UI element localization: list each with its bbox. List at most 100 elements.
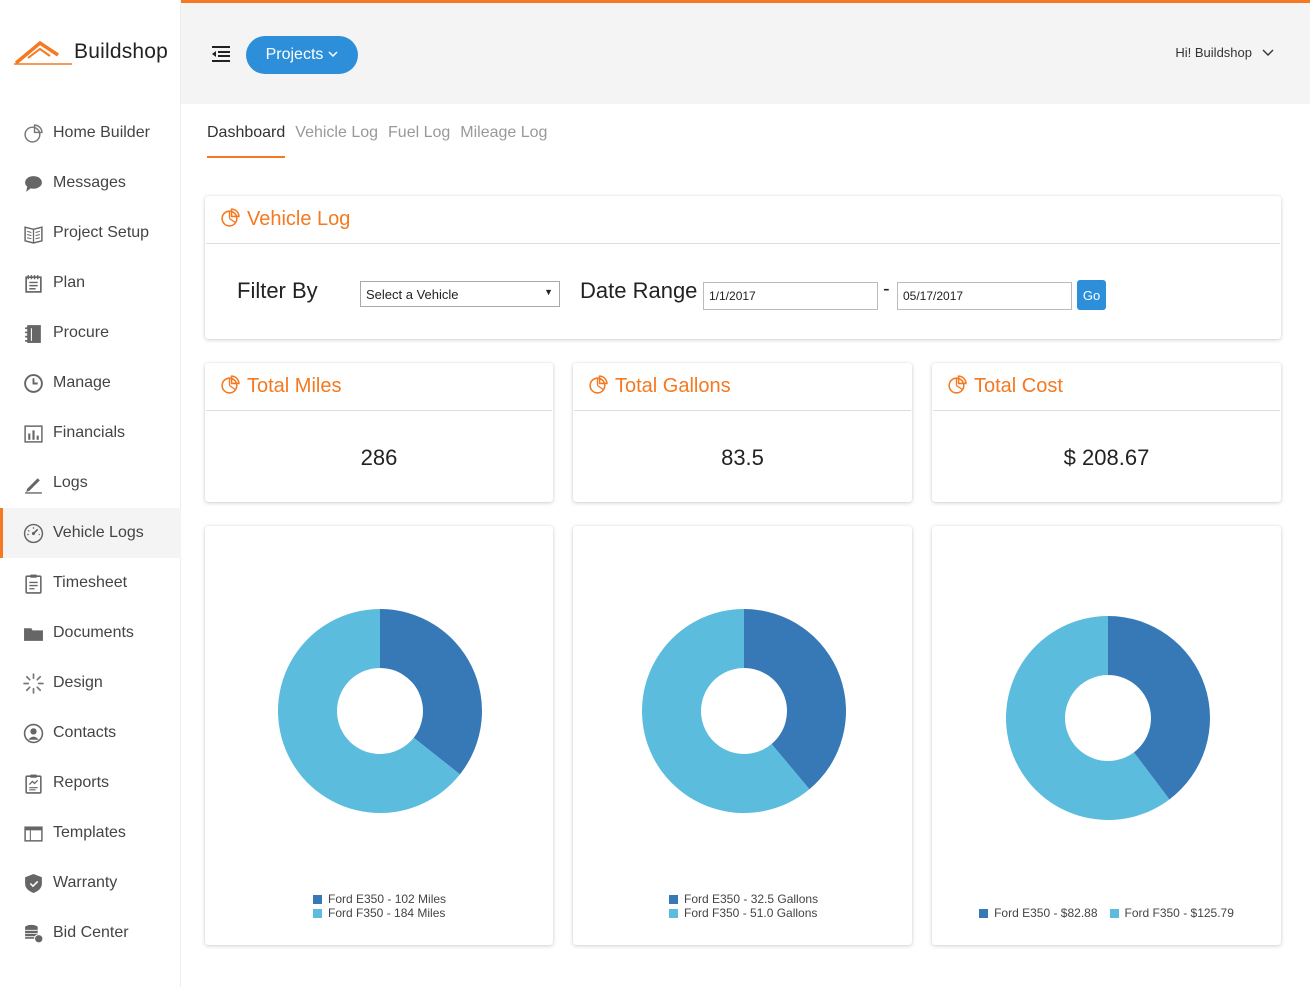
sidebar-item-label: Manage bbox=[53, 374, 111, 391]
user-menu[interactable]: Hi! Buildshop bbox=[1175, 45, 1274, 60]
legend-item: Ford E350 - 32.5 Gallons bbox=[669, 892, 912, 906]
sidebar-item-procure[interactable]: Procure bbox=[0, 308, 181, 358]
projects-dropdown-button[interactable]: Projects bbox=[246, 36, 358, 74]
miles-donut-chart bbox=[278, 609, 482, 813]
chat-bubble-icon bbox=[22, 172, 44, 194]
window-icon bbox=[22, 822, 44, 844]
legend-label: Ford F350 - 184 Miles bbox=[328, 906, 446, 920]
legend-item: Ford E350 - 102 Miles bbox=[313, 892, 553, 906]
sidebar-item-messages[interactable]: Messages bbox=[0, 158, 181, 208]
legend-item: Ford F350 - $125.79 bbox=[1109, 906, 1234, 920]
sidebar-item-logs[interactable]: Logs bbox=[0, 458, 181, 508]
caret-down-icon: ▼ bbox=[544, 287, 553, 297]
go-button[interactable]: Go bbox=[1077, 280, 1106, 310]
chart-legend: Ford E350 - $82.88 Ford F350 - $125.79 bbox=[932, 906, 1281, 920]
house-roof-logo-icon bbox=[14, 38, 72, 66]
sidebar-item-templates[interactable]: Templates bbox=[0, 808, 181, 858]
clock-icon bbox=[22, 372, 44, 394]
coins-icon bbox=[22, 922, 44, 944]
top-bar: Projects Hi! Buildshop bbox=[181, 0, 1310, 104]
date-range-label: Date Range bbox=[580, 278, 698, 303]
menu-toggle-icon[interactable] bbox=[210, 45, 232, 63]
sidebar-item-documents[interactable]: Documents bbox=[0, 608, 181, 658]
report-icon bbox=[22, 772, 44, 794]
legend-item: Ford E350 - $82.88 bbox=[979, 906, 1098, 920]
book-icon bbox=[22, 222, 44, 244]
brand[interactable]: Buildshop bbox=[14, 36, 168, 68]
folder-icon bbox=[22, 622, 44, 644]
sidebar-item-warranty[interactable]: Warranty bbox=[0, 858, 181, 908]
card-title: Total Cost bbox=[974, 375, 1063, 397]
card-header: Vehicle Log bbox=[206, 196, 1280, 244]
chevron-down-icon bbox=[328, 49, 338, 61]
cost-chart-card: Ford E350 - $82.88 Ford F350 - $125.79 bbox=[932, 526, 1281, 945]
sidebar-item-bid-center[interactable]: Bid Center bbox=[0, 908, 181, 958]
tab-dashboard[interactable]: Dashboard bbox=[207, 124, 286, 158]
sidebar-item-label: Vehicle Logs bbox=[53, 524, 144, 541]
filter-row: Filter By Select a Vehicle ▼ Date Range … bbox=[205, 278, 1281, 310]
chart-legend: Ford E350 - 32.5 Gallons Ford F350 - 51.… bbox=[573, 892, 912, 920]
sidebar-item-label: Financials bbox=[53, 424, 126, 441]
card-title: Total Miles bbox=[247, 375, 342, 397]
user-circle-icon bbox=[22, 722, 44, 744]
notebook-icon bbox=[22, 322, 44, 344]
vehicle-select-value: Select a Vehicle bbox=[366, 286, 459, 302]
legend-item: Ford F350 - 184 Miles bbox=[313, 906, 553, 920]
legend-item: Ford F350 - 51.0 Gallons bbox=[669, 906, 912, 920]
pie-chart-icon bbox=[22, 122, 44, 144]
sidebar-item-timesheet[interactable]: Timesheet bbox=[0, 558, 181, 608]
tab-vehicle-log[interactable]: Vehicle Log bbox=[295, 124, 379, 141]
sidebar-item-label: Plan bbox=[53, 274, 86, 291]
card-title: Vehicle Log bbox=[247, 208, 351, 230]
sidebar-item-financials[interactable]: Financials bbox=[0, 408, 181, 458]
sidebar-item-design[interactable]: Design bbox=[0, 658, 181, 708]
donut-slice-2[interactable] bbox=[278, 609, 460, 813]
total-cost-card: Total Cost $ 208.67 bbox=[932, 363, 1281, 502]
tab-mileage-log[interactable]: Mileage Log bbox=[460, 124, 548, 141]
sidebar-item-manage[interactable]: Manage bbox=[0, 358, 181, 408]
tab-bar: Dashboard Vehicle Log Fuel Log Mileage L… bbox=[207, 124, 557, 160]
donut-slice-2[interactable] bbox=[642, 609, 810, 813]
donut-slice-2[interactable] bbox=[1006, 616, 1170, 820]
donut-slice-1[interactable] bbox=[1108, 616, 1210, 800]
legend-label: Ford E350 - 102 Miles bbox=[328, 892, 447, 906]
sidebar-item-label: Procure bbox=[53, 324, 110, 341]
total-miles-value: 286 bbox=[360, 445, 398, 470]
legend-swatch bbox=[1109, 908, 1119, 918]
card-header: Total Gallons bbox=[574, 363, 911, 411]
sidebar-item-project-setup[interactable]: Project Setup bbox=[0, 208, 181, 258]
sidebar-item-vehicle-logs[interactable]: Vehicle Logs bbox=[0, 508, 181, 558]
total-gallons-value: 83.5 bbox=[721, 445, 764, 470]
clipboard-icon bbox=[22, 572, 44, 594]
tab-fuel-log[interactable]: Fuel Log bbox=[388, 124, 451, 141]
sidebar-item-plan[interactable]: Plan bbox=[0, 258, 181, 308]
user-greeting: Hi! Buildshop bbox=[1175, 45, 1252, 60]
donut-slice-1[interactable] bbox=[744, 609, 846, 790]
sidebar-item-label: Project Setup bbox=[53, 224, 150, 241]
legend-swatch bbox=[669, 894, 678, 904]
sidebar-item-label: Messages bbox=[53, 174, 126, 191]
sidebar-item-label: Warranty bbox=[53, 874, 118, 891]
date-separator: - bbox=[883, 278, 890, 300]
date-from-input[interactable] bbox=[703, 282, 878, 310]
sidebar-item-label: Logs bbox=[53, 474, 88, 491]
sidebar-item-reports[interactable]: Reports bbox=[0, 758, 181, 808]
projects-label: Projects bbox=[265, 46, 324, 63]
sidebar-nav: Home Builder Messages Project Setup Plan bbox=[0, 108, 181, 958]
pie-chart-icon bbox=[947, 374, 968, 400]
total-gallons-card: Total Gallons 83.5 bbox=[573, 363, 912, 502]
sidebar-item-label: Reports bbox=[53, 774, 110, 791]
date-to-input[interactable] bbox=[897, 282, 1072, 310]
sidebar-item-contacts[interactable]: Contacts bbox=[0, 708, 181, 758]
donut-slice-1[interactable] bbox=[380, 609, 482, 775]
sidebar-item-label: Bid Center bbox=[53, 924, 129, 941]
vehicle-select[interactable]: Select a Vehicle ▼ bbox=[360, 281, 560, 307]
sidebar-item-home-builder[interactable]: Home Builder bbox=[0, 108, 181, 158]
sidebar-item-label: Contacts bbox=[53, 724, 117, 741]
sidebar-item-label: Home Builder bbox=[53, 124, 150, 141]
sidebar-item-label: Documents bbox=[53, 624, 134, 641]
sidebar: Buildshop Home Builder Messages Project … bbox=[0, 0, 181, 987]
spinner-icon bbox=[22, 672, 44, 694]
card-header: Total Cost bbox=[933, 363, 1280, 411]
